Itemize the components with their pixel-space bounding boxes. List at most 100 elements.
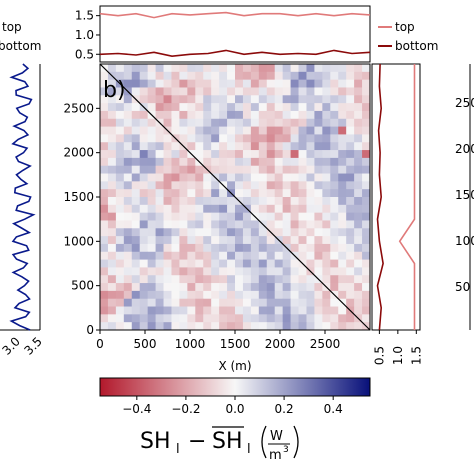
heatmap-cell xyxy=(298,290,307,300)
heatmap-cell xyxy=(258,314,268,323)
heatmap-cell xyxy=(219,290,228,300)
heatmap-cell xyxy=(171,165,180,174)
heatmap-cell xyxy=(211,228,220,237)
heatmap-cell xyxy=(298,142,307,151)
heatmap-cell xyxy=(131,251,141,260)
heatmap-cell xyxy=(330,173,339,182)
heatmap-cell xyxy=(290,314,299,323)
heatmap-cell xyxy=(100,150,109,159)
heatmap-cell xyxy=(330,204,339,214)
heatmap-cell xyxy=(266,64,276,73)
heatmap-cell xyxy=(306,165,315,174)
heatmap-cell xyxy=(171,322,180,330)
heatmap-cell xyxy=(219,189,228,198)
heatmap-cell xyxy=(354,118,363,127)
heatmap-cell xyxy=(139,220,149,229)
heatmap-cell xyxy=(330,103,339,112)
heatmap-cell xyxy=(203,243,212,253)
heatmap-cell xyxy=(322,298,331,307)
heatmap-cell xyxy=(171,157,180,167)
heatmap-cell xyxy=(250,126,260,135)
heatmap-cell xyxy=(338,87,347,96)
heatmap-cell xyxy=(211,322,220,330)
heatmap-cell xyxy=(258,275,268,284)
heatmap-cell xyxy=(235,118,244,127)
heatmap-cell xyxy=(123,103,133,112)
heatmap-cell xyxy=(290,197,299,206)
heatmap-cell xyxy=(250,197,260,206)
heatmap-cell xyxy=(195,314,204,323)
heatmap-cell xyxy=(266,243,276,253)
heatmap-cell xyxy=(163,259,172,268)
heatmap-cell xyxy=(179,126,188,135)
heatmap-cell xyxy=(219,251,228,260)
heatmap-cell xyxy=(282,110,291,120)
heatmap-cell xyxy=(306,173,315,182)
heatmap-cell xyxy=(171,173,180,182)
heatmap-cell xyxy=(322,134,331,143)
heatmap-cell xyxy=(163,228,172,237)
heatmap-cell xyxy=(100,103,109,112)
heatmap-cell xyxy=(211,197,220,206)
heatmap-cell xyxy=(123,243,133,253)
heatmap-cell xyxy=(354,243,363,253)
y-tick-label: 500 xyxy=(71,279,94,293)
heatmap-cell xyxy=(322,103,331,112)
heatmap-cell xyxy=(250,150,260,159)
heatmap-cell xyxy=(100,173,109,182)
heatmap-cell xyxy=(131,126,141,135)
heatmap-cell xyxy=(195,71,204,81)
heatmap-cell xyxy=(179,150,188,159)
heatmap-cell xyxy=(306,134,315,143)
heatmap-cell xyxy=(242,142,252,151)
heatmap-cell xyxy=(203,228,212,237)
heatmap-cell xyxy=(171,236,180,245)
heatmap-cell xyxy=(155,204,164,214)
heatmap-cell xyxy=(227,79,236,88)
heatmap-cell xyxy=(179,71,188,81)
heatmap-cell xyxy=(163,267,172,276)
heatmap-cell xyxy=(266,126,276,135)
heatmap-cell xyxy=(227,87,236,96)
heatmap-cell xyxy=(282,204,291,214)
heatmap-cell xyxy=(187,173,196,182)
heatmap-cell xyxy=(211,95,220,104)
heatmap-cell xyxy=(163,283,172,292)
heatmap-cell xyxy=(235,322,244,330)
heatmap-cell xyxy=(242,236,252,245)
heatmap-cell xyxy=(354,134,363,143)
heatmap-cell xyxy=(139,181,149,190)
heatmap-cell xyxy=(338,150,347,159)
heatmap-cell xyxy=(322,212,331,221)
heatmap-cell xyxy=(338,251,347,260)
heatmap-cell xyxy=(266,157,276,167)
heatmap-cell xyxy=(147,197,156,206)
heatmap-cell xyxy=(314,79,323,88)
heatmap-cell xyxy=(354,298,363,307)
heatmap-cell xyxy=(179,212,188,221)
heatmap-cell xyxy=(187,251,196,260)
heatmap-cell xyxy=(131,298,141,307)
heatmap-cell xyxy=(314,189,323,198)
heatmap-cell xyxy=(274,283,284,292)
heatmap-cell xyxy=(139,306,149,315)
heatmap-cell xyxy=(227,275,236,284)
heatmap-cell xyxy=(330,134,339,143)
heatmap-cell xyxy=(290,212,299,221)
heatmap-cell xyxy=(147,275,156,284)
heatmap-cell xyxy=(100,110,109,120)
heatmap-cell xyxy=(282,228,291,237)
heatmap-cell xyxy=(258,306,268,315)
heatmap-cell xyxy=(203,290,212,300)
heatmap-cell xyxy=(282,142,291,151)
heatmap-cell xyxy=(171,290,180,300)
heatmap-cell xyxy=(266,71,276,81)
right-partial-panel: 250 200 150 100 50 xyxy=(455,64,474,330)
heatmap-cell xyxy=(179,118,188,127)
heatmap-cell xyxy=(354,181,363,190)
heatmap-cell xyxy=(298,181,307,190)
top-panel: 0.5 1.0 1.5 xyxy=(75,5,371,63)
heatmap-cell xyxy=(306,236,315,245)
heatmap-cell xyxy=(100,165,109,174)
heatmap-cell xyxy=(306,275,315,284)
